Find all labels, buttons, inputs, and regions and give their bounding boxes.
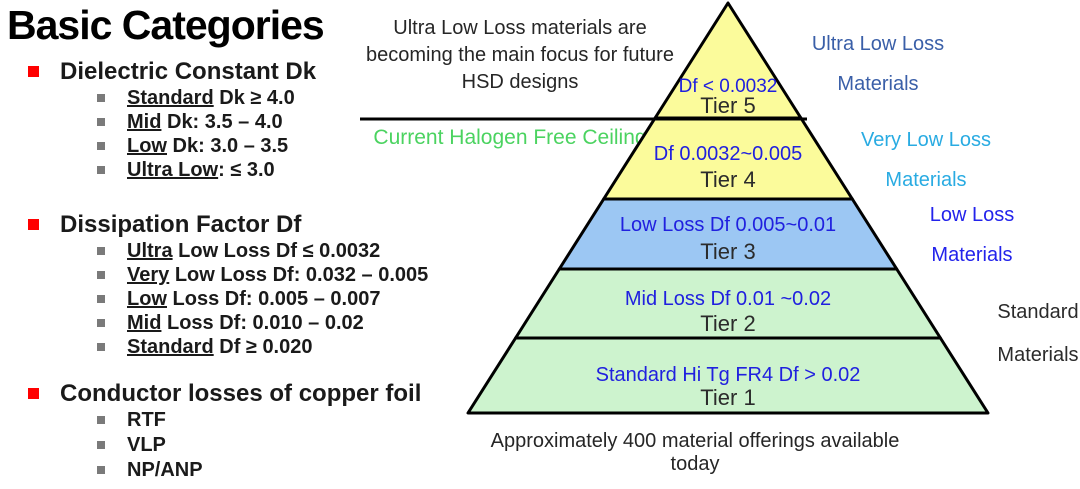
red-square-bullet-icon	[28, 219, 39, 230]
list-item: Standard Dk ≥ 4.0	[97, 86, 316, 110]
tier5-df-label: Df < 0.0032	[679, 76, 778, 97]
gray-square-bullet-icon	[97, 416, 105, 424]
gray-square-bullet-icon	[97, 271, 105, 279]
list-item: Low Dk: 3.0 – 3.5	[97, 134, 316, 158]
section-conductor-losses: Conductor losses of copper foil RTF VLP …	[28, 379, 421, 483]
gray-square-bullet-icon	[97, 118, 105, 126]
gray-square-bullet-icon	[97, 142, 105, 150]
section-dielectric-constant: Dielectric Constant Dk Standard Dk ≥ 4.0…	[28, 57, 316, 182]
tier3-label: Tier 3	[700, 239, 755, 264]
gray-square-bullet-icon	[97, 441, 105, 449]
list-item: RTF	[97, 408, 421, 433]
gray-square-bullet-icon	[97, 94, 105, 102]
side-label-low-loss: Low Loss Materials	[929, 204, 1015, 266]
list-item: Ultra Low Loss Df ≤ 0.0032	[97, 239, 428, 263]
top-note: Ultra Low Loss materials are becoming th…	[366, 17, 674, 93]
list-item: Mid Dk: 3.5 – 4.0	[97, 110, 316, 134]
pyramid-tier1-shape	[466, 336, 990, 415]
side-label-standard: Standard Materials	[997, 301, 1079, 366]
list-item: Very Low Loss Df: 0.032 – 0.005	[97, 263, 428, 287]
list-item: Ultra Low: ≤ 3.0	[97, 158, 316, 182]
gray-square-bullet-icon	[97, 466, 105, 474]
section-heading: Conductor losses of copper foil	[60, 380, 422, 407]
red-square-bullet-icon	[28, 66, 39, 77]
red-square-bullet-icon	[28, 388, 39, 399]
gray-square-bullet-icon	[97, 247, 105, 255]
list-item: Mid Loss Df: 0.010 – 0.02	[97, 311, 428, 335]
tier1-label: Tier 1	[700, 385, 755, 410]
list-item: Low Loss Df: 0.005 – 0.007	[97, 287, 428, 311]
section-heading: Dissipation Factor Df	[60, 211, 302, 238]
section-dissipation-factor: Dissipation Factor Df Ultra Low Loss Df …	[28, 210, 428, 359]
tier1-df-label: Standard Hi Tg FR4 Df > 0.02	[596, 364, 861, 386]
tier2-df-label: Mid Loss Df 0.01 ~0.02	[625, 288, 831, 310]
gray-square-bullet-icon	[97, 295, 105, 303]
list-item: VLP	[97, 433, 421, 458]
gray-square-bullet-icon	[97, 319, 105, 327]
side-label-ultra-low-loss: Ultra Low Loss Materials	[811, 33, 945, 95]
side-label-very-low-loss: Very Low Loss Materials	[860, 129, 992, 191]
gray-square-bullet-icon	[97, 343, 105, 351]
section-heading: Dielectric Constant Dk	[60, 58, 317, 85]
list-item: NP/ANP	[97, 458, 421, 483]
list-item: Standard Df ≥ 0.020	[97, 335, 428, 359]
bottom-note: Approximately 400 material offerings ava…	[490, 430, 900, 475]
tier4-df-label: Df 0.0032~0.005	[654, 143, 802, 165]
tier5-label: Tier 5	[700, 93, 755, 118]
halogen-ceiling-label: Current Halogen Free Ceiling	[373, 126, 647, 149]
tier4-label: Tier 4	[700, 167, 755, 192]
tier3-df-label: Low Loss Df 0.005~0.01	[620, 214, 836, 236]
page-title: Basic Categories	[7, 2, 325, 48]
tier2-label: Tier 2	[700, 311, 755, 336]
gray-square-bullet-icon	[97, 166, 105, 174]
